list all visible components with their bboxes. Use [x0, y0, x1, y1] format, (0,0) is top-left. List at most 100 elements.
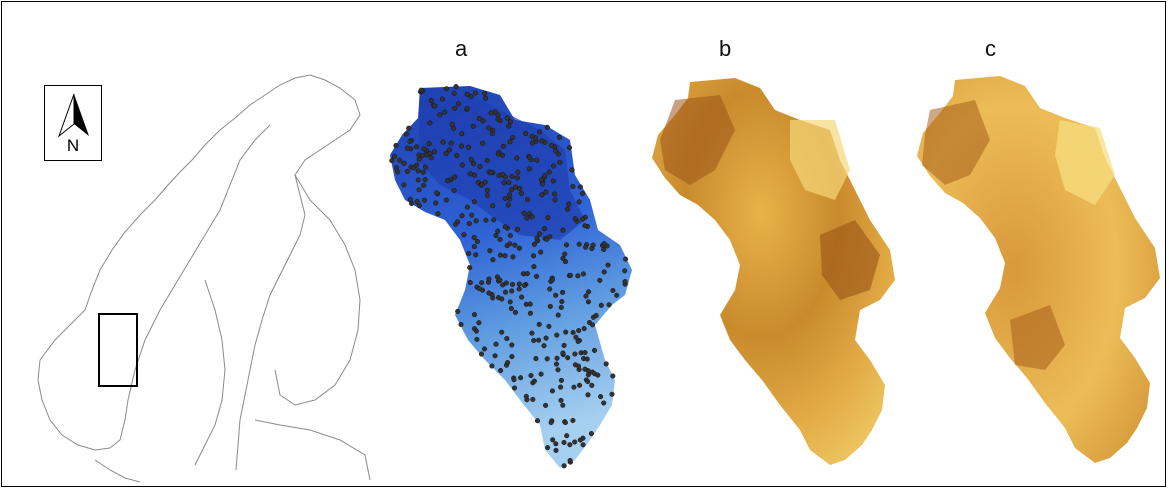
sample-point: [527, 310, 533, 316]
sample-point: [480, 140, 486, 146]
sample-point: [461, 232, 467, 238]
sample-point: [481, 346, 488, 352]
map-panel-c-light-zone: [1055, 120, 1115, 205]
sample-point: [531, 241, 537, 247]
sample-point: [464, 105, 470, 111]
sample-point: [474, 238, 480, 245]
sample-point: [531, 337, 537, 344]
sample-point: [555, 367, 561, 373]
sample-point: [505, 360, 511, 366]
sample-point: [529, 140, 535, 146]
sample-point: [427, 151, 433, 157]
sample-point: [538, 249, 544, 255]
sample-point: [533, 356, 539, 362]
sample-point: [580, 442, 586, 448]
sample-point: [557, 159, 563, 165]
sample-point: [416, 187, 422, 193]
sample-point: [528, 372, 534, 379]
sample-point: [521, 210, 527, 216]
sample-point: [576, 199, 582, 205]
sample-point: [561, 439, 567, 446]
sample-point: [422, 177, 428, 183]
sample-point: [504, 336, 510, 342]
sample-point: [404, 145, 410, 151]
map-panel-b-dark-zone-1: [660, 95, 735, 185]
sample-point: [570, 183, 576, 190]
sample-point: [484, 157, 490, 163]
scandinavia-coastline: [39, 74, 361, 471]
sample-point: [433, 200, 439, 206]
sample-point: [464, 204, 470, 210]
sample-point: [558, 397, 564, 403]
sample-point: [555, 312, 561, 318]
sample-point: [516, 286, 522, 292]
sample-point: [413, 144, 419, 150]
sample-point: [490, 203, 496, 209]
sample-point: [440, 139, 446, 145]
sample-point: [431, 149, 438, 155]
sample-point: [516, 281, 522, 287]
sample-point: [534, 157, 540, 163]
sample-point: [509, 281, 516, 287]
map-panel-b-light-zone: [790, 120, 850, 200]
sample-point: [544, 356, 550, 362]
sample-point: [495, 116, 501, 122]
sample-point: [548, 142, 554, 148]
sample-point: [526, 211, 533, 217]
sample-point: [545, 215, 551, 221]
sample-point: [582, 350, 588, 356]
sample-point: [489, 363, 495, 369]
sample-point: [471, 312, 478, 318]
sample-point: [563, 329, 569, 335]
sample-point: [545, 445, 551, 451]
sample-point: [478, 351, 485, 357]
sample-point: [487, 248, 493, 254]
sample-point: [610, 287, 616, 294]
sample-point: [426, 141, 432, 147]
sample-point: [458, 321, 464, 328]
sample-point: [562, 259, 569, 265]
sample-point: [586, 289, 592, 295]
sample-point: [455, 219, 461, 225]
sample-point: [455, 101, 462, 107]
sample-point: [610, 373, 616, 379]
sample-point: [592, 371, 598, 377]
finland-outline: [274, 174, 361, 406]
sample-point: [502, 253, 508, 259]
sample-point: [589, 322, 595, 328]
sample-point: [541, 343, 547, 349]
sample-point: [467, 279, 473, 286]
sample-point: [543, 402, 549, 408]
sample-point: [502, 224, 508, 230]
sample-point: [575, 273, 581, 279]
sample-point: [570, 329, 576, 336]
sample-point: [474, 336, 480, 342]
sample-point: [606, 302, 612, 308]
sample-point: [539, 192, 545, 198]
sample-point: [444, 178, 451, 184]
sample-point: [452, 174, 458, 180]
sample-point: [550, 178, 556, 184]
sample-point: [554, 355, 560, 361]
sample-point: [495, 151, 501, 157]
sample-point: [531, 264, 537, 270]
sample-point: [526, 166, 533, 172]
sample-point: [576, 328, 582, 334]
sample-point: [453, 84, 459, 90]
sample-point: [501, 180, 507, 186]
sample-point: [500, 143, 506, 149]
sample-point: [459, 131, 465, 137]
sample-point: [443, 150, 449, 157]
sample-point: [543, 335, 549, 341]
sample-point: [476, 286, 482, 292]
sample-point: [555, 151, 561, 157]
sample-point: [515, 169, 521, 175]
sample-point: [497, 277, 503, 283]
map-panel-a-dark-zone: [418, 95, 585, 240]
sample-point: [584, 356, 590, 362]
sample-point: [552, 197, 558, 203]
sample-point: [466, 221, 472, 227]
sample-point: [422, 164, 428, 170]
sample-point: [452, 105, 458, 111]
